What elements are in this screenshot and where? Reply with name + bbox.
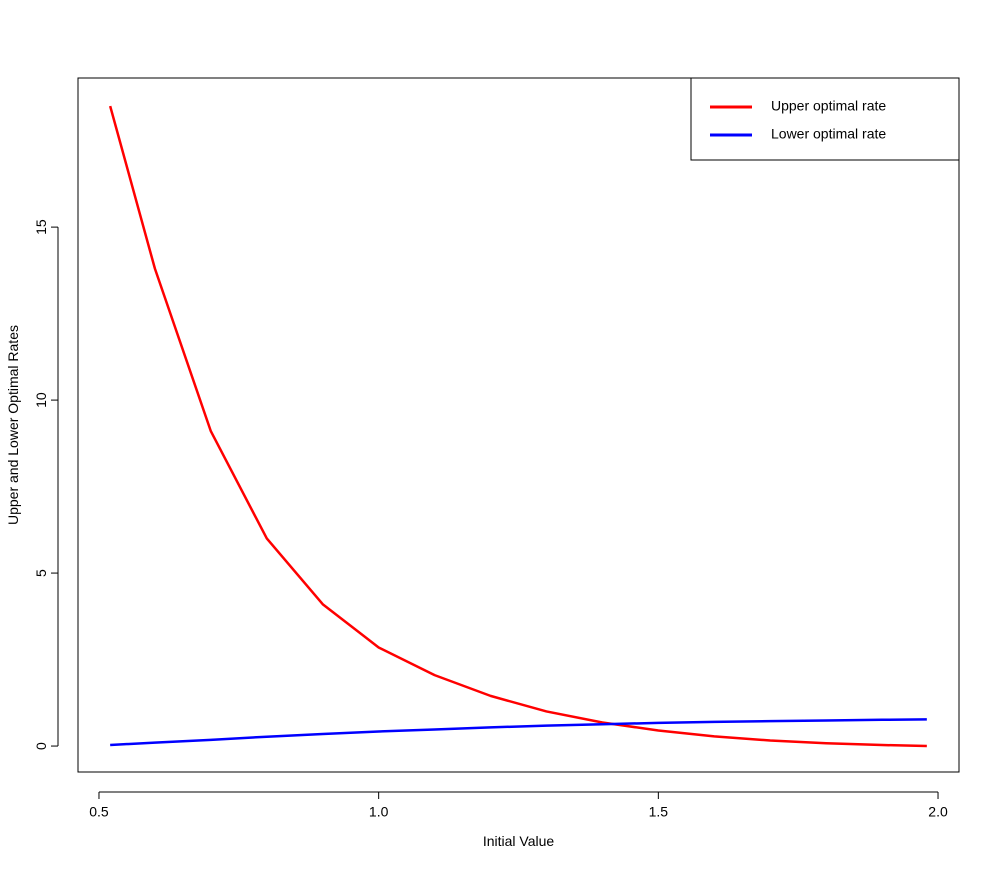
legend-label: Upper optimal rate <box>771 98 886 114</box>
y-tick-label: 10 <box>33 392 49 408</box>
x-tick-label: 0.5 <box>89 803 109 819</box>
x-axis-label: Initial Value <box>483 833 555 849</box>
x-tick-label: 1.0 <box>369 803 389 819</box>
x-tick-label: 2.0 <box>928 803 948 819</box>
y-tick-label: 15 <box>33 219 49 235</box>
legend-box <box>690 77 960 161</box>
y-tick-label: 5 <box>33 569 49 577</box>
legend-label: Lower optimal rate <box>771 126 886 142</box>
plot-frame <box>77 77 960 773</box>
series-line <box>108 105 927 748</box>
y-axis-label: Upper and Lower Optimal Rates <box>5 325 21 525</box>
series-line <box>110 718 927 747</box>
y-tick-label: 0 <box>33 742 49 750</box>
x-tick-label: 1.5 <box>649 803 669 819</box>
